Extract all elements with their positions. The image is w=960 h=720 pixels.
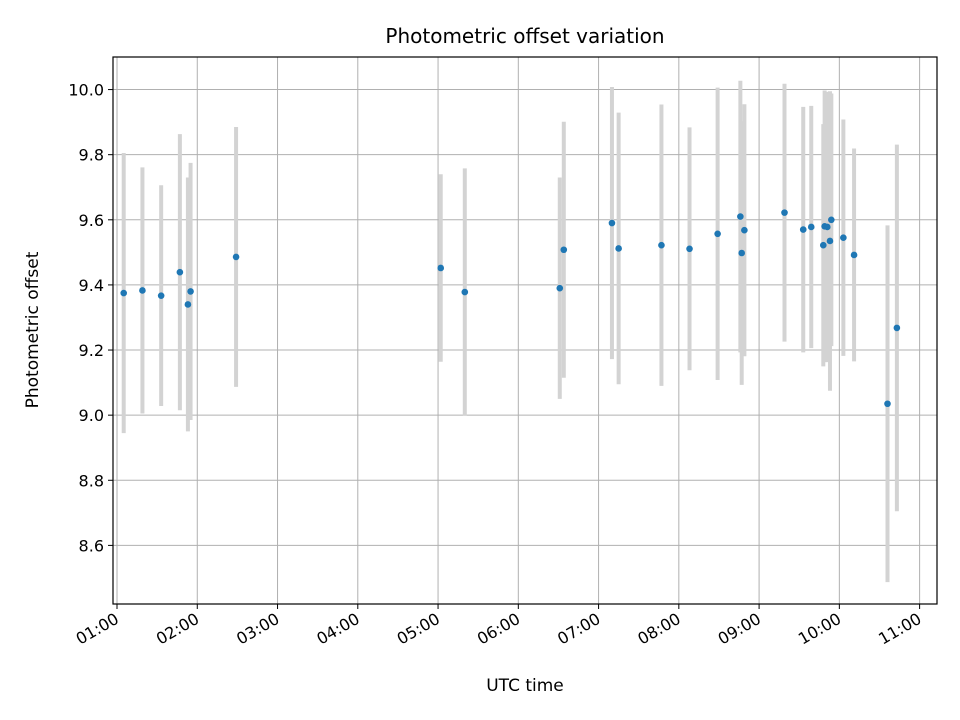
data-point	[850, 251, 858, 259]
y-axis: 8.6 8.8 9.0 9.2 9.4 9.6 9.8 10.0	[68, 81, 113, 555]
data-point	[807, 223, 815, 231]
data-point	[139, 287, 146, 294]
data-point	[840, 234, 847, 242]
data-point	[826, 237, 834, 245]
data-point	[560, 246, 568, 254]
data-point	[232, 253, 240, 261]
plot-frame	[112, 56, 938, 605]
data-point	[737, 213, 744, 220]
data-point	[157, 292, 165, 299]
x-axis-label: UTC time	[486, 676, 564, 696]
data-point	[686, 245, 693, 253]
data-point	[556, 284, 564, 292]
y-tick-label: 8.8	[79, 471, 104, 490]
data-point	[184, 301, 192, 308]
y-tick-label: 10.0	[68, 81, 104, 100]
data-point	[714, 230, 721, 238]
y-tick-label: 8.6	[79, 536, 104, 555]
data-point	[884, 400, 891, 408]
data-point	[608, 219, 616, 227]
data-point	[176, 268, 184, 276]
y-axis-label: Photometric offset	[23, 251, 43, 408]
data-point	[781, 209, 788, 216]
data-point	[741, 226, 748, 234]
data-point	[824, 223, 831, 231]
data-point	[819, 241, 827, 249]
data-point	[658, 241, 665, 249]
y-tick-label: 9.0	[79, 406, 104, 425]
data-point	[461, 288, 469, 296]
data-point	[799, 226, 807, 233]
data-point	[828, 216, 835, 224]
data-point	[893, 324, 901, 332]
data-point	[615, 245, 622, 252]
chart-title: Photometric offset variation	[385, 24, 664, 48]
y-tick-label: 9.4	[79, 276, 104, 295]
y-tick-label: 9.6	[79, 211, 104, 230]
y-tick-label: 9.2	[79, 341, 104, 360]
data-point	[187, 288, 194, 295]
data-point	[120, 289, 128, 297]
data-point	[738, 249, 746, 257]
data-point	[437, 264, 445, 272]
grid	[113, 57, 937, 604]
y-tick-label: 9.8	[79, 146, 104, 165]
data-points	[120, 209, 901, 408]
